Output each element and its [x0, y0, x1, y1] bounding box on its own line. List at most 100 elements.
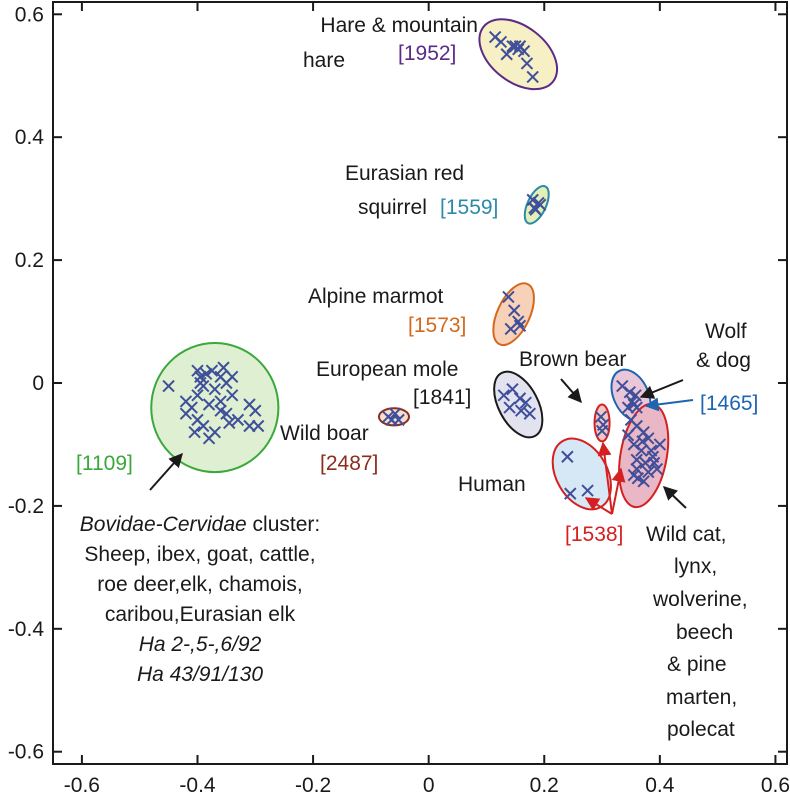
marker-mole [523, 407, 537, 420]
marker-hare [526, 70, 539, 84]
marker-bovidae [205, 364, 219, 377]
marker-bovidae [223, 416, 236, 430]
marker-bovidae [185, 401, 198, 414]
label-wildcat-7: polecat [667, 718, 735, 741]
label-wildcat-4: beech [676, 621, 733, 644]
marker-bovidae [214, 404, 227, 417]
marker-wildcat [636, 435, 649, 448]
marker-mole [519, 396, 532, 409]
y-tick-label: -0.2 [8, 495, 44, 518]
marker-bovidae [251, 419, 265, 433]
cluster-ellipses [150, 18, 670, 511]
arrow-wolf-code [644, 397, 694, 412]
arrow-shared-bear [597, 441, 613, 515]
marker-human [561, 450, 574, 463]
arrow-shared-human [584, 497, 613, 515]
marker-brownbear [594, 410, 608, 424]
label-wildcat-1: Wild cat, [646, 523, 727, 546]
label-marmot: Alpine marmot [308, 285, 444, 308]
code-wolf: [1465] [700, 392, 758, 415]
bovidae-line-3: caribou,Eurasian elk [105, 603, 296, 626]
y-tick-label: 0.4 [15, 126, 45, 149]
marker-bovidae [214, 395, 227, 408]
code-mole: [1841] [413, 386, 471, 409]
marker-mole [514, 404, 528, 417]
ellipse-marmot [492, 282, 535, 347]
marker-hare [517, 44, 531, 58]
x-tick-label: -0.6 [64, 774, 100, 797]
marker-bovidae [191, 389, 204, 402]
x-tick-label: 0.4 [645, 774, 675, 797]
ellipse-mole [493, 370, 544, 439]
x-tick-label: -0.2 [295, 774, 331, 797]
marker-bovidae [220, 407, 233, 420]
marker-mole [513, 392, 527, 405]
ellipse-bovidae [150, 342, 280, 474]
marker-bovidae [225, 389, 239, 402]
marker-boar [385, 413, 398, 427]
marker-bovidae [202, 432, 216, 445]
label-squirrel-line2: squirrel [358, 196, 427, 219]
marker-mole [506, 382, 519, 396]
marker-bovidae [188, 425, 201, 439]
marker-wildcat [650, 462, 664, 476]
marker-marmot [513, 319, 527, 333]
x-tick-label: -0.4 [179, 774, 216, 797]
y-tick-label: -0.4 [8, 618, 45, 641]
bovidae-line-2: roe deer,elk, chamois, [97, 573, 302, 596]
marker-wildcat [642, 432, 655, 445]
marker-boar [388, 407, 402, 420]
marker-bovidae [162, 379, 175, 393]
arrow-bovidae [149, 452, 183, 491]
annotation-arrows [149, 378, 694, 515]
y-tick-label: 0 [32, 372, 44, 395]
arrow-wildcat [662, 486, 687, 509]
label-hare-line1: Hare & mountain [320, 14, 478, 37]
bovidae-line-1: Sheep, ibex, goat, cattle, [84, 543, 315, 566]
y-tick-label: 0.6 [15, 3, 44, 26]
bovidae-title-rest: cluster: [247, 513, 321, 536]
marker-hare [520, 57, 534, 70]
marker-bovidae [191, 364, 204, 377]
marker-wolf [627, 398, 641, 411]
label-brownbear: Brown bear [519, 348, 626, 371]
code-boar: [2487] [320, 452, 378, 475]
x-tick-label: 0.6 [761, 774, 790, 797]
arrow-wolf [639, 379, 684, 399]
y-tick-label: -0.6 [8, 741, 44, 764]
marker-wildcat [630, 453, 643, 467]
label-boar: Wild boar [280, 422, 369, 445]
marker-wildcat [621, 429, 635, 442]
label-hare-line2: hare [303, 49, 345, 72]
marker-bovidae [202, 398, 216, 411]
y-tick-label: 0.2 [15, 249, 44, 272]
marker-bovidae [225, 370, 239, 384]
bovidae-title: Bovidae-Cervidae cluster: [80, 513, 320, 536]
marker-wildcat [646, 450, 660, 463]
label-wildcat-3: wolverine, [652, 588, 748, 611]
marker-brownbear [595, 424, 609, 438]
marker-marmot [507, 304, 521, 317]
ellipse-wildcat [618, 402, 670, 509]
marker-bovidae [194, 376, 207, 390]
marker-hare [500, 48, 513, 61]
marker-wildcat [631, 472, 645, 485]
marker-bovidae [249, 404, 262, 417]
arrow-shared-wildcat [611, 467, 626, 515]
label-wolf-line2: & dog [696, 349, 751, 372]
axis-ticks: -0.6 -0.4 -0.2 0 0.2 0.4 0.6 0.6 0.4 0.2 0 -0.2 -0.4… [8, 2, 790, 797]
label-wolf-line1: Wolf [705, 320, 747, 343]
code-bovidae: [1109] [76, 452, 133, 475]
code-squirrel: [1559] [440, 196, 498, 219]
ellipse-hare [478, 18, 559, 91]
arrow-brownbear [560, 378, 582, 404]
code-hare: [1952] [398, 42, 456, 65]
bovidae-title-italic: Bovidae-Cervidae [80, 513, 247, 536]
marker-human [581, 484, 594, 497]
bovidae-italic-1: Ha 2-,5-,6/92 [139, 633, 262, 656]
marker-bovidae [208, 382, 222, 396]
marker-wolf [623, 386, 637, 399]
label-wildcat-6: marten, [666, 686, 737, 709]
data-markers [162, 30, 667, 500]
